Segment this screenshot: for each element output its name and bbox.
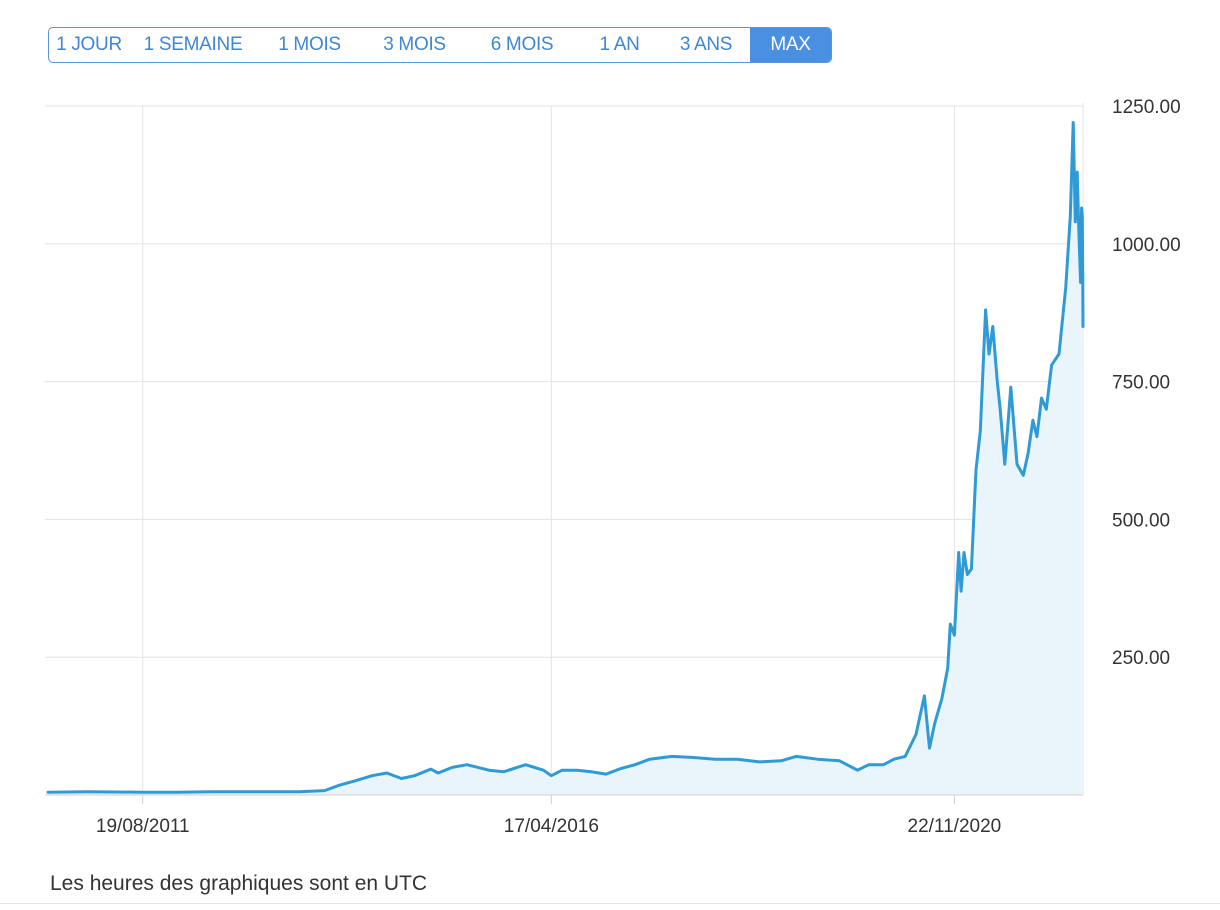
- utc-footnote: Les heures des graphiques sont en UTC: [50, 872, 428, 895]
- range-6-months-button[interactable]: 6 MOIS: [490, 34, 554, 55]
- x-tick-label: 19/08/2011: [96, 816, 190, 837]
- y-tick-label: 250.00: [1112, 648, 1170, 669]
- price-chart: 1250.00 1000.00 750.00 500.00 250.00 19/08/20…: [45, 97, 1181, 837]
- range-max-button[interactable]: MAX: [750, 28, 831, 62]
- range-1-month-button[interactable]: 1 MOIS: [278, 34, 341, 55]
- range-1-year-button[interactable]: 1 AN: [599, 34, 640, 55]
- x-tick-label: 17/04/2016: [504, 816, 599, 837]
- x-tick-label: 22/11/2020: [908, 816, 1002, 837]
- series-line: [46, 121, 1085, 794]
- series-area: [48, 122, 1083, 795]
- y-tick-label: 500.00: [1112, 510, 1170, 531]
- y-tick-label: 1000.00: [1112, 235, 1181, 256]
- time-range-selector: 1 JOUR 1 SEMAINE 1 MOIS 3 MOIS 6 MOIS 1 AN 3 A…: [48, 27, 832, 63]
- y-tick-label: 1250.00: [1112, 97, 1181, 118]
- range-3-years-button[interactable]: 3 ANS: [679, 34, 733, 55]
- range-1-week-button[interactable]: 1 SEMAINE: [143, 34, 243, 55]
- bottom-divider: [0, 903, 1220, 904]
- range-1-day-button[interactable]: 1 JOUR: [56, 34, 122, 55]
- y-tick-label: 750.00: [1112, 373, 1170, 394]
- range-3-months-button[interactable]: 3 MOIS: [383, 34, 446, 55]
